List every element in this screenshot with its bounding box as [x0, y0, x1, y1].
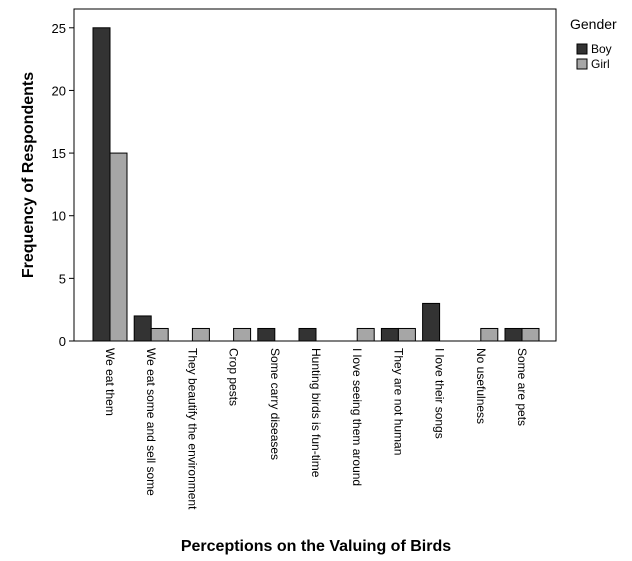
x-tick-label: They are not human [391, 348, 405, 455]
x-tick-label: They beautify the environment [185, 348, 199, 510]
x-tick-label: I love their songs [433, 348, 447, 439]
bar-girl [397, 327, 416, 342]
y-axis-ticks: 0 5 10 15 20 25 [52, 21, 74, 349]
bars-group [92, 27, 540, 342]
bar-boy [422, 302, 441, 342]
x-tick-label: We eat them [103, 348, 117, 416]
y-tick-label: 5 [59, 271, 66, 286]
bar-girl [109, 152, 128, 342]
x-tick-label: Crop pests [227, 348, 241, 406]
x-axis-title: Perceptions on the Valuing of Birds [181, 538, 451, 555]
bar-girl [233, 327, 252, 342]
bar-girl [150, 327, 169, 342]
plot-area [73, 8, 557, 342]
y-tick-label: 15 [52, 146, 66, 161]
x-tick-label: We eat some and sell some [144, 348, 158, 496]
bar-girl [521, 327, 540, 342]
x-axis-category-labels: We eat them We eat some and sell some They… [103, 348, 529, 510]
bar-boy [92, 27, 111, 342]
y-tick-label: 0 [59, 334, 66, 349]
x-tick-label: Some carry diseases [268, 348, 282, 460]
bar-boy [504, 327, 523, 342]
bar-boy [257, 327, 276, 342]
bar-boy [380, 327, 399, 342]
x-tick-label: Hunting birds is fun-time [309, 348, 323, 478]
y-tick-label: 20 [52, 83, 66, 98]
legend-title: Gender [570, 16, 617, 32]
x-tick-label: I love seeing them around [350, 348, 364, 486]
legend-swatch-boy [576, 43, 588, 55]
y-axis-title: Frequency of Respondents [20, 72, 37, 278]
bar-girl [191, 327, 210, 342]
legend-label-boy: Boy [591, 42, 612, 56]
bar-girl [356, 327, 375, 342]
x-tick-label: No usefulness [474, 348, 488, 424]
legend-label-girl: Girl [591, 57, 610, 71]
y-tick-label: 10 [52, 209, 66, 224]
y-tick-label: 25 [52, 21, 66, 36]
bar-boy [133, 315, 152, 342]
legend-swatch-girl [576, 58, 588, 70]
bar-boy [298, 327, 317, 342]
x-tick-label: Some are pets [515, 348, 529, 426]
bar-girl [480, 327, 499, 342]
